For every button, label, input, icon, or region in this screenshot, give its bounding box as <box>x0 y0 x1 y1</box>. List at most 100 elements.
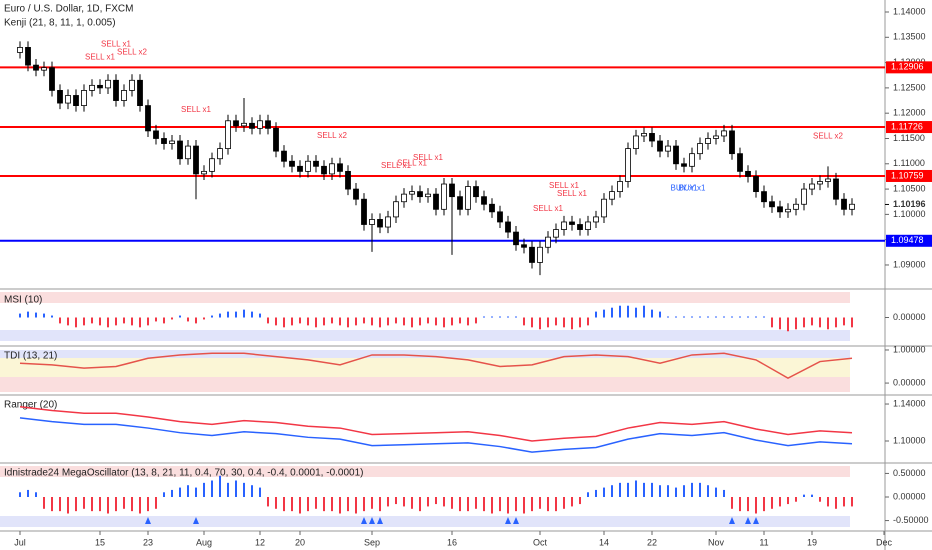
bar <box>379 317 381 328</box>
x-tick-label: Sep <box>364 537 380 547</box>
bar <box>739 316 741 318</box>
bar <box>35 492 37 497</box>
bar <box>515 497 517 512</box>
signal-label: SELL x2 <box>813 131 843 140</box>
bar <box>211 315 213 318</box>
bar <box>627 482 629 497</box>
signal-arrow <box>505 517 511 524</box>
bar <box>227 311 229 318</box>
signal-arrow <box>377 517 383 524</box>
level-label-box <box>886 234 932 247</box>
candle-body <box>121 90 127 101</box>
bar <box>83 317 85 326</box>
bar <box>323 317 325 326</box>
bar <box>451 317 453 326</box>
candle-body <box>761 191 767 203</box>
bar <box>219 475 221 497</box>
y-tick-label: 1.10000 <box>893 209 926 219</box>
bar <box>267 317 269 324</box>
bar <box>699 482 701 497</box>
candle-body <box>145 105 151 132</box>
bar <box>427 497 429 507</box>
candle-body <box>73 95 79 106</box>
bar <box>251 311 253 318</box>
bar <box>379 497 381 512</box>
x-tick-label: 23 <box>143 537 153 547</box>
signal-label: SELL x1 <box>85 52 115 61</box>
bar <box>635 480 637 497</box>
bar <box>395 497 397 505</box>
candle-body <box>193 145 199 175</box>
candle-body <box>465 186 471 210</box>
candle-body <box>377 219 383 228</box>
bar <box>203 317 205 320</box>
bar <box>299 497 301 514</box>
y-tick-label: -0.50000 <box>893 515 929 525</box>
bar <box>571 497 573 507</box>
bar <box>459 317 461 324</box>
candle-body <box>681 163 687 167</box>
x-tick-label: 20 <box>295 537 305 547</box>
bar <box>659 485 661 497</box>
candle-body <box>801 188 807 205</box>
candle-body <box>625 148 631 182</box>
signal-arrow <box>193 517 199 524</box>
mega-upper-band <box>0 466 850 477</box>
bar <box>59 317 61 324</box>
bar <box>307 497 309 512</box>
x-tick-label: 15 <box>95 537 105 547</box>
candle-body <box>217 148 223 160</box>
bar <box>507 316 509 318</box>
bar <box>115 497 117 512</box>
signal-label: SELL x1 <box>381 161 411 170</box>
bar <box>51 315 53 318</box>
candle-body <box>305 160 311 172</box>
candle-body <box>225 120 231 150</box>
msi-lower-band <box>0 330 850 341</box>
bar <box>587 317 589 326</box>
bar <box>155 497 157 509</box>
bar <box>827 317 829 330</box>
bar <box>371 317 373 326</box>
bar <box>27 311 29 318</box>
bar <box>635 307 637 318</box>
y-tick-label: 1.10500 <box>893 183 926 193</box>
bar <box>179 315 181 318</box>
bar <box>187 317 189 322</box>
bar <box>571 317 573 330</box>
bar <box>627 305 629 318</box>
bar <box>787 497 789 505</box>
candle-body <box>281 150 287 162</box>
bar <box>843 497 845 507</box>
bar <box>827 497 829 507</box>
x-tick-label: 14 <box>599 537 609 547</box>
candle-body <box>433 193 439 210</box>
bar <box>395 317 397 324</box>
bar <box>491 497 493 514</box>
bar <box>603 487 605 497</box>
bar <box>755 316 757 318</box>
bar <box>163 492 165 497</box>
bar <box>59 497 61 512</box>
bar <box>523 497 525 514</box>
bar <box>211 480 213 497</box>
x-tick-label: 19 <box>807 537 817 547</box>
candle-body <box>337 163 343 172</box>
bar <box>27 489 29 497</box>
bar <box>723 316 725 318</box>
bar <box>819 497 821 502</box>
candle-body <box>441 183 447 210</box>
candle-body <box>233 120 239 127</box>
bar <box>147 497 149 512</box>
bar <box>715 316 717 318</box>
bar <box>683 316 685 318</box>
bar <box>19 313 21 318</box>
bar <box>275 317 277 326</box>
bar <box>619 482 621 497</box>
bar <box>819 317 821 328</box>
x-tick-label: 16 <box>447 537 457 547</box>
candle-body <box>665 145 671 152</box>
signal-label: SELL x1 <box>413 153 443 162</box>
bar <box>123 317 125 324</box>
